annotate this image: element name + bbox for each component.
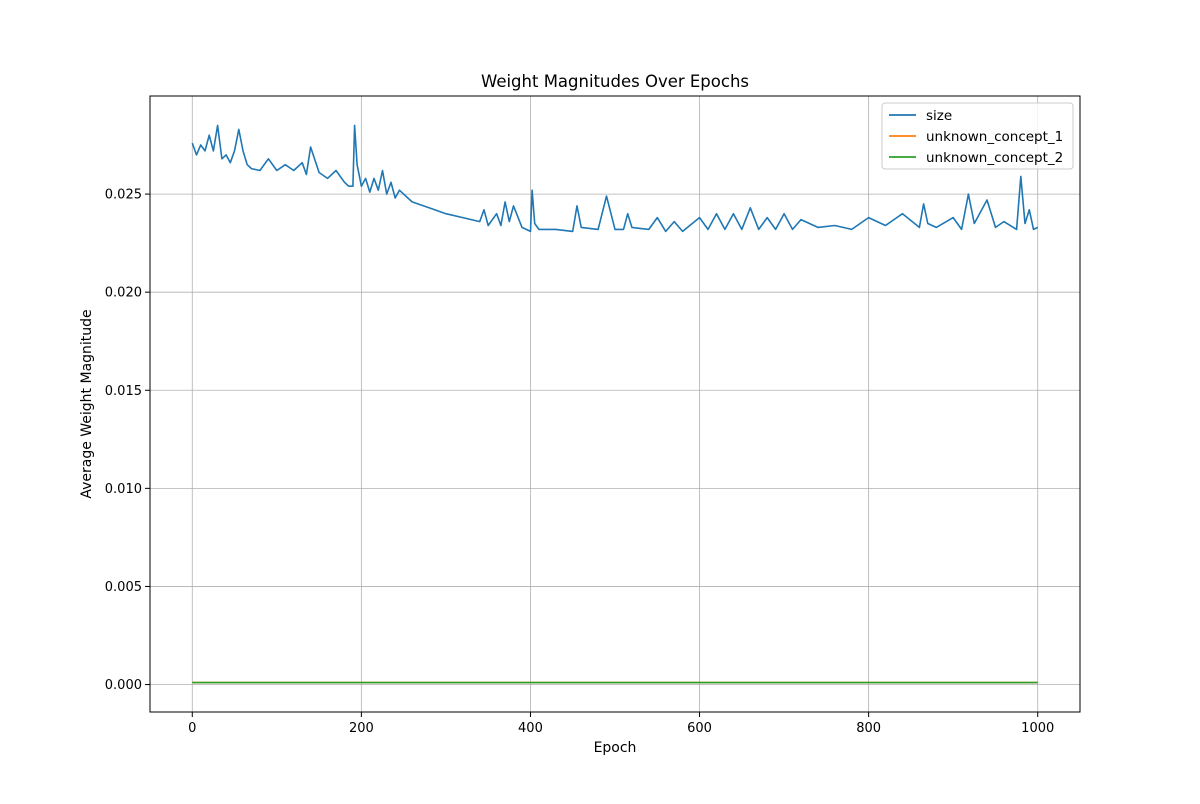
- y-tick-label: 0.000: [105, 678, 142, 693]
- y-tick-label: 0.005: [105, 580, 142, 595]
- legend-box: [881, 102, 1074, 170]
- series-layer: [191, 124, 1039, 684]
- y-tick-label: 0.015: [105, 384, 142, 399]
- y-axis-label: Average Weight Magnitude: [79, 309, 95, 498]
- x-tick-label: 0: [188, 721, 196, 736]
- chart-title: Weight Magnitudes Over Epochs: [481, 72, 749, 91]
- x-tick-label: 200: [349, 721, 374, 736]
- plot-frame: [149, 95, 1081, 713]
- y-tick-label: 0.025: [105, 188, 142, 203]
- y-tick-label: 0.020: [105, 286, 142, 301]
- y-tick-label: 0.010: [105, 482, 142, 497]
- legend-label: size: [926, 108, 952, 124]
- legend-label: unknown_concept_1: [926, 129, 1063, 145]
- legend: size unknown_concept_1 unknown_concept_2: [881, 102, 1074, 170]
- tick-layer: 0 200 400 600 800 1000 0.000 0.005 0.010 0.015 0.0…: [105, 188, 1054, 736]
- x-tick-label: 1000: [1021, 721, 1054, 736]
- x-tick-label: 600: [687, 721, 712, 736]
- x-tick-label: 800: [856, 721, 881, 736]
- grid-layer: [150, 96, 1080, 712]
- x-axis-label: Epoch: [594, 740, 637, 756]
- x-tick-label: 400: [518, 721, 543, 736]
- series-line-size: [191, 124, 1039, 233]
- legend-label: unknown_concept_2: [926, 150, 1063, 166]
